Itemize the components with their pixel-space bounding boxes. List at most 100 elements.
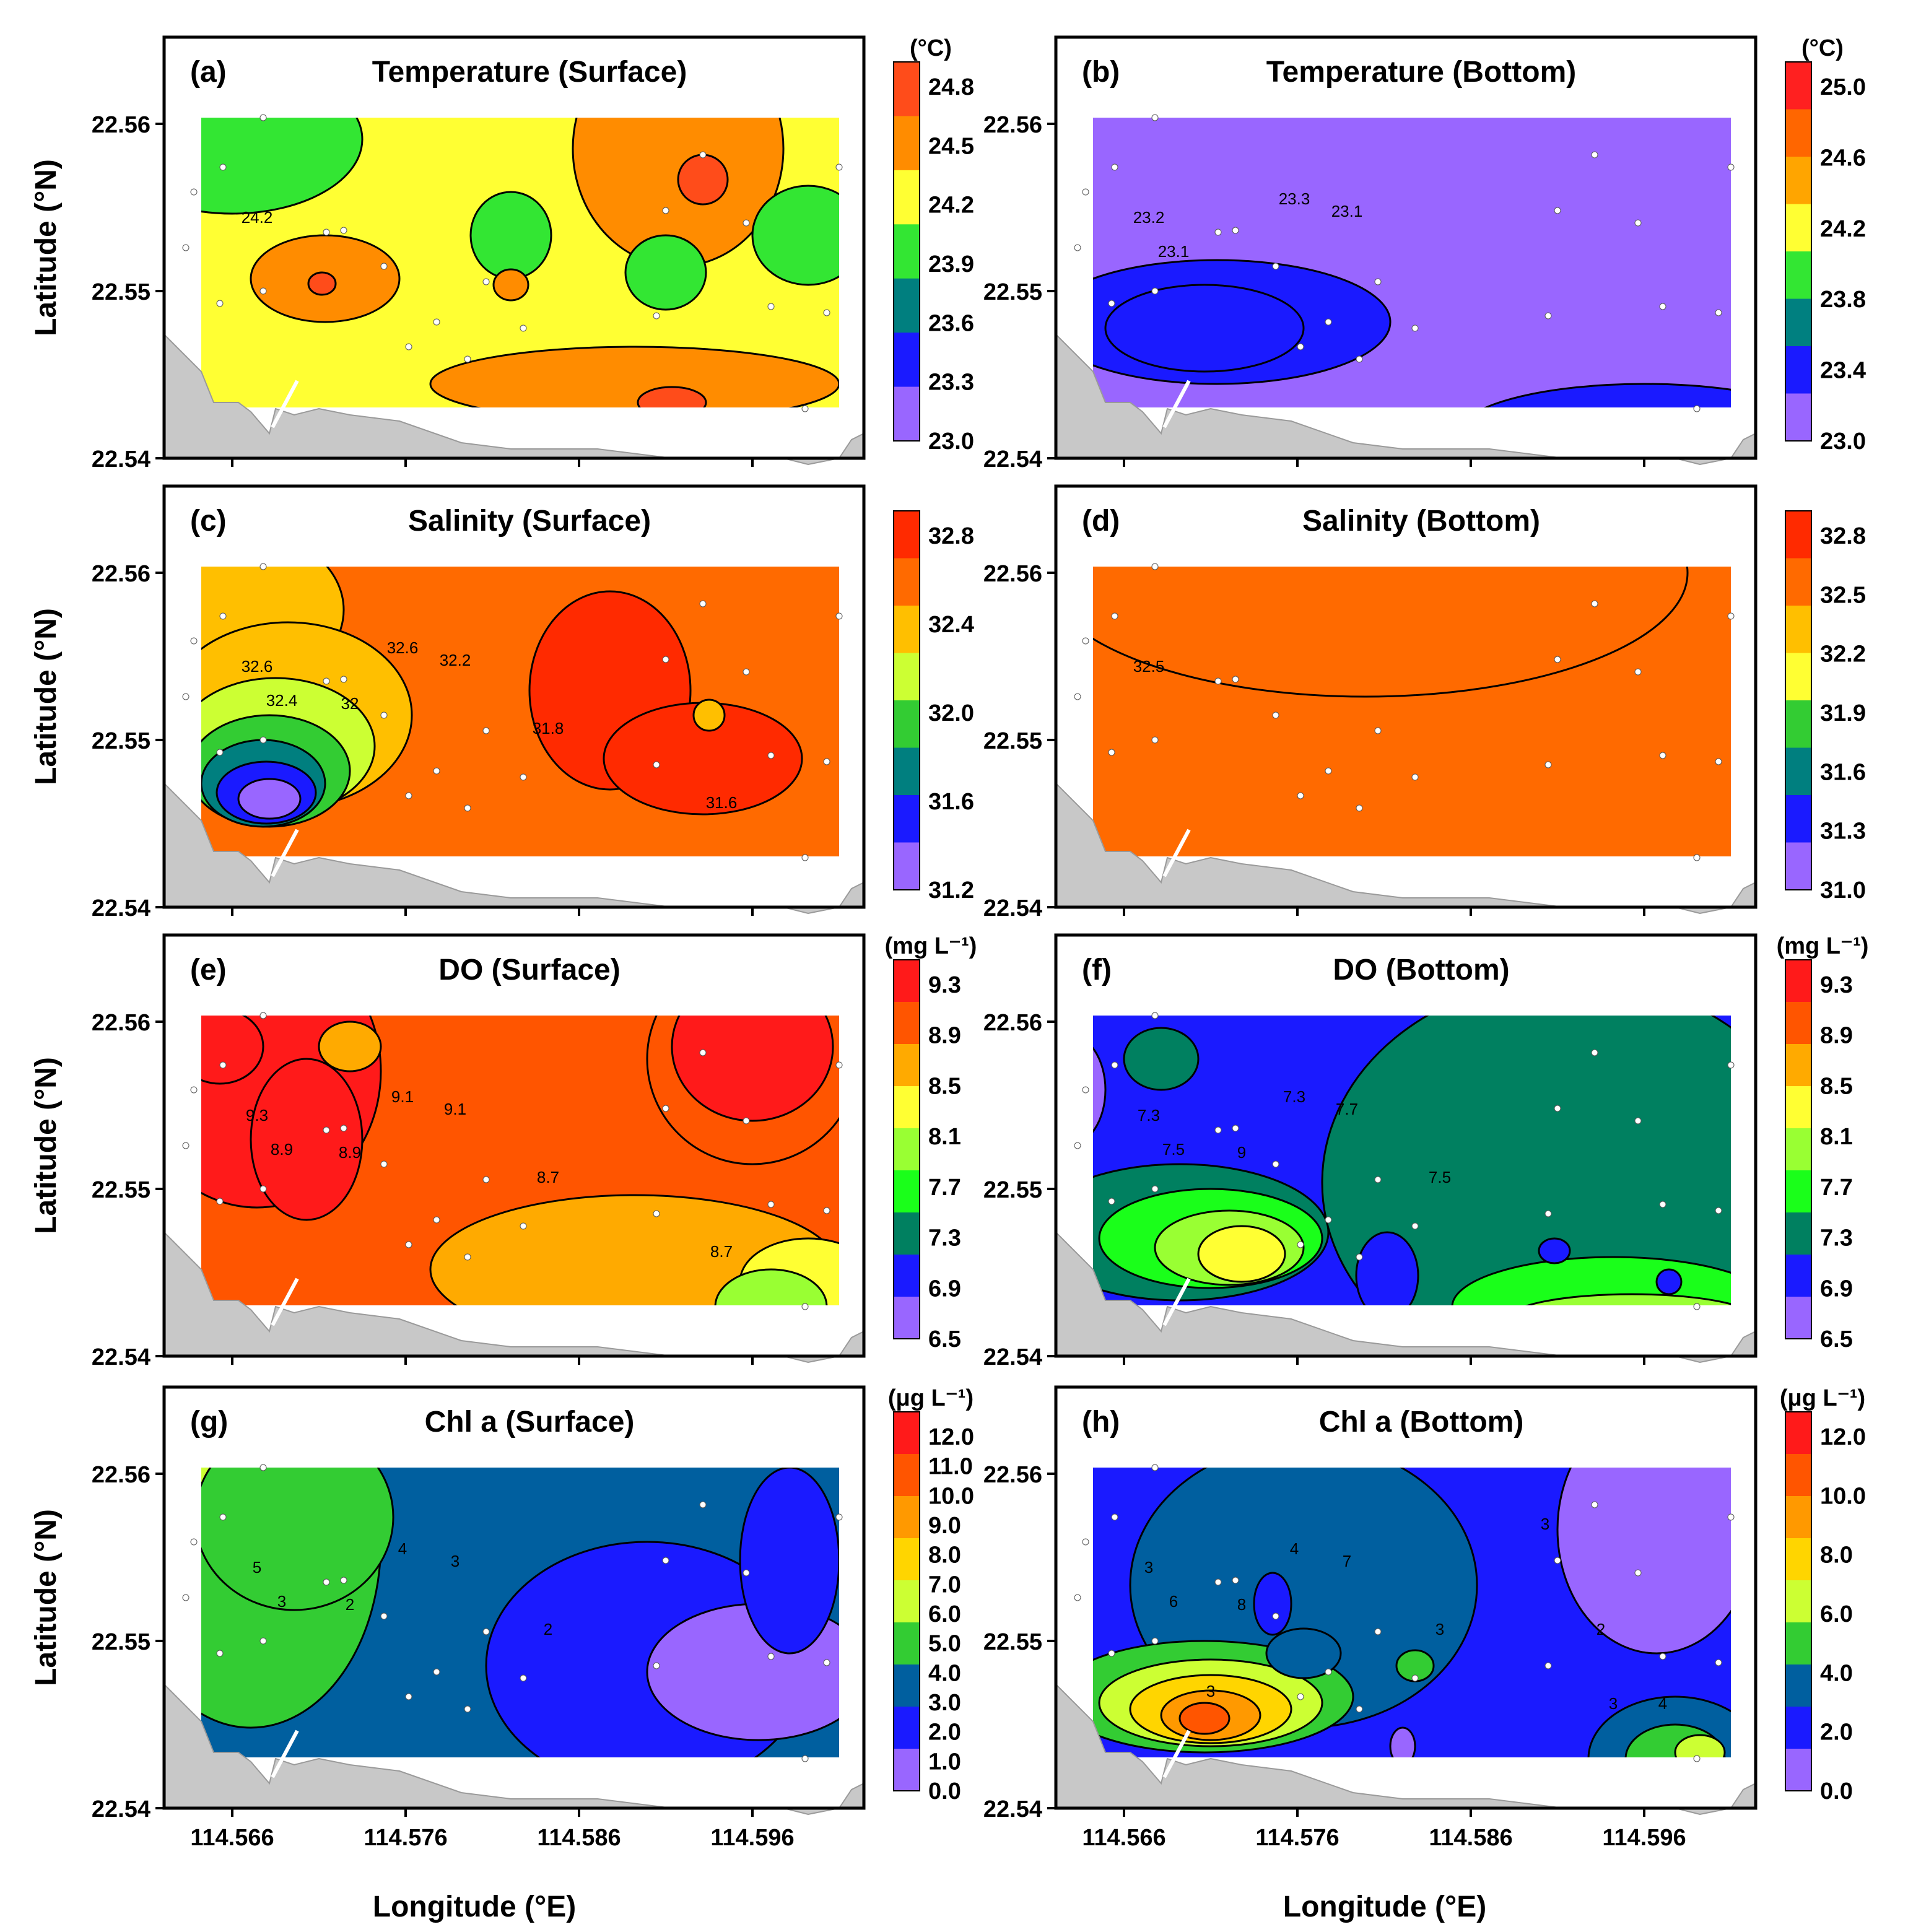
colorbar-tick-label: 24.8 — [928, 74, 974, 100]
sampling-station — [1151, 1012, 1159, 1019]
colorbar-swatch — [894, 1086, 920, 1129]
sampling-station — [801, 1755, 809, 1762]
sampling-station — [482, 727, 490, 734]
land-mass — [163, 781, 865, 915]
sampling-station — [433, 1668, 440, 1676]
sampling-station — [1659, 1201, 1666, 1208]
contour-label: 3 — [277, 1592, 286, 1611]
contour-label: 9.3 — [246, 1106, 268, 1125]
sampling-station — [259, 563, 267, 570]
sampling-station — [1082, 637, 1089, 645]
sampling-station — [823, 1659, 830, 1666]
x-tick-label: 114.566 — [190, 1825, 274, 1851]
sampling-station — [767, 1201, 775, 1208]
sampling-station — [1325, 767, 1332, 775]
colorbar-tick-label: 32.4 — [928, 612, 974, 638]
sampling-station — [767, 1653, 775, 1660]
contour-label: 9 — [1237, 1143, 1246, 1162]
panel-letter: (d) — [1082, 505, 1120, 537]
colorbar-swatch — [1785, 1496, 1811, 1539]
sampling-station — [662, 656, 669, 663]
panel-letter: (b) — [1082, 56, 1120, 89]
contour-label: 3 — [1541, 1515, 1549, 1533]
colorbar-tick-label: 23.8 — [1820, 287, 1866, 313]
sampling-station — [464, 804, 471, 812]
colorbar-tick-label: 7.7 — [1820, 1175, 1853, 1201]
sampling-station — [1151, 736, 1159, 744]
sampling-station — [653, 312, 660, 320]
colorbar-swatch — [1785, 62, 1811, 110]
sampling-station — [835, 1061, 843, 1069]
sampling-station — [662, 1557, 669, 1564]
panel-letter: (g) — [190, 1406, 228, 1438]
sampling-station — [380, 1612, 388, 1620]
colorbar-swatch — [894, 606, 920, 654]
colorbar-tick-label: 32.8 — [1820, 523, 1866, 549]
colorbar-tick-label: 5.0 — [928, 1631, 961, 1657]
contour-label: 7.5 — [1429, 1168, 1451, 1186]
sampling-station — [1297, 343, 1304, 350]
sampling-station — [340, 1577, 347, 1584]
sampling-station — [1544, 312, 1552, 320]
sampling-station — [1727, 612, 1735, 620]
colorbar-tick-label: 2.0 — [1820, 1720, 1853, 1746]
x-tick-label: 114.596 — [710, 1825, 794, 1851]
sampling-station — [1074, 693, 1081, 700]
sampling-station — [1151, 1464, 1159, 1471]
contour-label: 9.1 — [391, 1087, 414, 1106]
contour-region — [677, 154, 729, 206]
colorbar-swatch — [1785, 700, 1811, 749]
panel-frame — [162, 484, 866, 909]
sampling-station — [1715, 1659, 1722, 1666]
colorbar-tick-label: 24.2 — [928, 193, 974, 219]
x-tick-label: 114.576 — [364, 1825, 447, 1851]
contour-label: 3 — [451, 1552, 460, 1570]
colorbar-unit: (°C) — [1801, 35, 1844, 61]
sampling-station — [1111, 163, 1118, 171]
sampling-station — [1082, 1086, 1089, 1094]
sampling-station — [1325, 1668, 1332, 1676]
y-tick-label: 22.56 — [983, 112, 1042, 138]
y-tick-label: 22.55 — [983, 1629, 1042, 1655]
pier — [271, 1277, 299, 1326]
contour-field — [1093, 567, 1731, 856]
sampling-station — [340, 227, 347, 234]
contour-label: 5 — [253, 1558, 261, 1577]
sampling-station — [1108, 749, 1115, 756]
colorbar-swatch — [894, 1580, 920, 1623]
colorbar-tick-label: 23.9 — [928, 251, 974, 277]
sampling-station — [323, 677, 330, 685]
colorbar-swatch — [894, 1044, 920, 1087]
colorbar-swatch — [894, 1297, 920, 1339]
y-tick-label: 22.56 — [983, 561, 1042, 587]
sampling-station — [323, 1126, 330, 1134]
colorbar-tick-label: 6.9 — [1820, 1276, 1853, 1302]
sampling-station — [1693, 1303, 1701, 1310]
sampling-station — [1214, 677, 1222, 685]
panel-frame — [1054, 484, 1758, 909]
sampling-station — [1659, 303, 1666, 310]
y-tick-label: 22.54 — [983, 1344, 1042, 1370]
colorbar-tick-label: 10.0 — [928, 1483, 974, 1509]
colorbar-tick-label: 9.0 — [928, 1513, 961, 1539]
x-tick-label: 114.576 — [1255, 1825, 1339, 1851]
contour-label: 7.7 — [1336, 1100, 1358, 1118]
colorbar-swatch — [1785, 1749, 1811, 1791]
sampling-station — [1272, 263, 1279, 270]
colorbar-tick-label: 4.0 — [1820, 1660, 1853, 1686]
sampling-station — [380, 1160, 388, 1168]
sampling-station — [1214, 1578, 1222, 1586]
sampling-station — [216, 1198, 224, 1205]
panel-frame — [1054, 35, 1758, 460]
colorbar-tick-label: 24.2 — [1820, 216, 1866, 242]
colorbar-tick-label: 0.0 — [928, 1778, 961, 1804]
sampling-station — [219, 1513, 227, 1521]
sampling-station — [340, 1125, 347, 1132]
colorbar-swatch — [1785, 204, 1811, 252]
colorbar-swatch — [1785, 251, 1811, 300]
sampling-station — [464, 1253, 471, 1261]
sampling-station — [380, 263, 388, 270]
sampling-station — [259, 736, 267, 744]
contour-region — [1538, 1237, 1571, 1264]
sampling-station — [1232, 227, 1239, 234]
